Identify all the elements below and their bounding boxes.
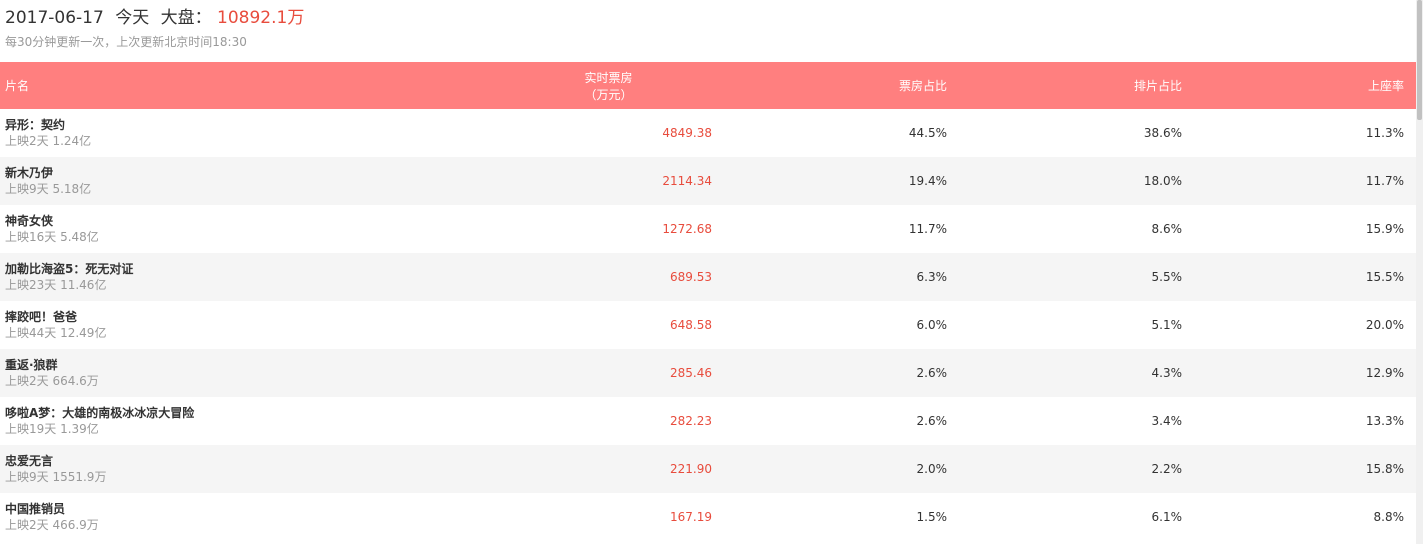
box-office-value: 221.90 [670, 462, 712, 476]
box-office-value: 2114.34 [662, 174, 712, 188]
movie-meta: 上映9天 5.18亿 [5, 182, 92, 196]
show-share-value: 8.6% [1151, 222, 1183, 236]
show-share-value: 38.6% [1143, 126, 1182, 140]
table-row[interactable]: 加勒比海盗5：死无对证 上映23天 11.46亿 689.53 6.3% 5.5… [0, 253, 1416, 301]
update-note: 每30分钟更新一次，上次更新北京时间18:30 [5, 35, 247, 49]
seat-rate-value: 11.3% [1365, 126, 1404, 140]
show-share-value: 18.0% [1143, 174, 1182, 188]
movie-name[interactable]: 神奇女侠 [5, 214, 54, 228]
movie-cell: 加勒比海盗5：死无对证 上映23天 11.46亿 [0, 253, 500, 301]
column-header-box-office[interactable]: 实时票房 （万元） [500, 62, 724, 109]
show-share-value: 5.5% [1151, 270, 1183, 284]
movie-cell: 忠爱无言 上映9天 1551.9万 [0, 445, 500, 493]
box-office-value: 282.23 [670, 414, 712, 428]
table-row[interactable]: 摔跤吧！爸爸 上映44天 12.49亿 648.58 6.0% 5.1% 20.… [0, 301, 1416, 349]
seat-rate-value: 15.5% [1365, 270, 1404, 284]
box-share-value: 19.4% [908, 174, 947, 188]
movie-cell: 异形：契约 上映2天 1.24亿 [0, 109, 500, 157]
table-row[interactable]: 忠爱无言 上映9天 1551.9万 221.90 2.0% 2.2% 15.8% [0, 445, 1416, 493]
movie-cell: 神奇女侠 上映16天 5.48亿 [0, 205, 500, 253]
table-row[interactable]: 中国推销员 上映2天 466.9万 167.19 1.5% 6.1% 8.8% [0, 493, 1416, 541]
box-office-table: 片名 实时票房 （万元） 票房占比 排片占比 上座率 异形：契约 上映2天 1.… [0, 62, 1416, 541]
seat-rate-value: 15.9% [1365, 222, 1404, 236]
table-row[interactable]: 神奇女侠 上映16天 5.48亿 1272.68 11.7% 8.6% 15.9… [0, 205, 1416, 253]
table-row[interactable]: 重返·狼群 上映2天 664.6万 285.46 2.6% 4.3% 12.9% [0, 349, 1416, 397]
table-row[interactable]: 异形：契约 上映2天 1.24亿 4849.38 44.5% 38.6% 11.… [0, 109, 1416, 157]
movie-meta: 上映44天 12.49亿 [5, 326, 107, 340]
column-header-box-share[interactable]: 票房占比 [898, 79, 947, 93]
table-row[interactable]: 哆啦A梦：大雄的南极冰冰凉大冒险 上映19天 1.39亿 282.23 2.6%… [0, 397, 1416, 445]
box-share-value: 11.7% [908, 222, 947, 236]
box-share-value: 2.0% [916, 462, 948, 476]
show-share-value: 6.1% [1151, 510, 1183, 524]
box-office-value: 648.58 [670, 318, 712, 332]
box-share-value: 2.6% [916, 414, 948, 428]
movie-meta: 上映19天 1.39亿 [5, 422, 99, 436]
movie-meta: 上映23天 11.46亿 [5, 278, 107, 292]
box-office-value: 689.53 [670, 270, 712, 284]
show-share-value: 2.2% [1151, 462, 1183, 476]
movie-name[interactable]: 中国推销员 [5, 502, 66, 516]
movie-name[interactable]: 异形：契约 [5, 118, 66, 132]
movie-meta: 上映2天 664.6万 [5, 374, 99, 388]
movie-meta: 上映2天 1.24亿 [5, 134, 92, 148]
column-header-name[interactable]: 片名 [5, 79, 30, 93]
box-share-value: 2.6% [916, 366, 948, 380]
title-market-label: 大盘： [160, 8, 212, 28]
movie-meta: 上映16天 5.48亿 [5, 230, 99, 244]
box-office-value: 1272.68 [662, 222, 712, 236]
seat-rate-value: 20.0% [1365, 318, 1404, 332]
show-share-value: 4.3% [1151, 366, 1183, 380]
seat-rate-value: 15.8% [1365, 462, 1404, 476]
table-row[interactable]: 新木乃伊 上映9天 5.18亿 2114.34 19.4% 18.0% 11.7… [0, 157, 1416, 205]
seat-rate-value: 12.9% [1365, 366, 1404, 380]
box-share-value: 1.5% [916, 510, 948, 524]
seat-rate-value: 11.7% [1365, 174, 1404, 188]
show-share-value: 5.1% [1151, 318, 1183, 332]
seat-rate-value: 8.8% [1373, 510, 1405, 524]
movie-name[interactable]: 加勒比海盗5：死无对证 [5, 262, 134, 276]
title-date: 2017-06-17 [5, 8, 104, 28]
movie-name[interactable]: 重返·狼群 [5, 358, 58, 372]
box-office-value: 285.46 [670, 366, 712, 380]
box-share-value: 6.0% [916, 318, 948, 332]
box-share-value: 44.5% [908, 126, 947, 140]
vertical-scrollbar[interactable] [1416, 0, 1423, 544]
box-header-line2: （万元） [584, 87, 633, 102]
box-header-line1: 实时票房 [584, 70, 633, 85]
box-office-value: 167.19 [670, 510, 712, 524]
movie-cell: 重返·狼群 上映2天 664.6万 [0, 349, 500, 397]
scrollbar-thumb[interactable] [1417, 0, 1422, 120]
column-header-show-share[interactable]: 排片占比 [1133, 79, 1182, 93]
movie-cell: 摔跤吧！爸爸 上映44天 12.49亿 [0, 301, 500, 349]
movie-meta: 上映2天 466.9万 [5, 518, 99, 532]
movie-meta: 上映9天 1551.9万 [5, 470, 107, 484]
movie-name[interactable]: 忠爱无言 [5, 454, 54, 468]
show-share-value: 3.4% [1151, 414, 1183, 428]
movie-name[interactable]: 新木乃伊 [5, 166, 54, 180]
movie-name[interactable]: 哆啦A梦：大雄的南极冰冰凉大冒险 [5, 406, 195, 420]
title-day: 今天 [115, 8, 150, 28]
seat-rate-value: 13.3% [1365, 414, 1404, 428]
movie-cell: 哆啦A梦：大雄的南极冰冰凉大冒险 上映19天 1.39亿 [0, 397, 500, 445]
movie-cell: 新木乃伊 上映9天 5.18亿 [0, 157, 500, 205]
page-title: 2017-06-17 今天 大盘： 10892.1万 [5, 3, 304, 28]
table-header-row: 片名 实时票房 （万元） 票房占比 排片占比 上座率 [0, 62, 1416, 109]
column-header-seat-rate[interactable]: 上座率 [1367, 79, 1404, 93]
movie-cell: 中国推销员 上映2天 466.9万 [0, 493, 500, 541]
page-header: 2017-06-17 今天 大盘： 10892.1万 每30分钟更新一次，上次更… [0, 0, 1416, 62]
total-box-office: 10892.1万 [217, 8, 305, 28]
box-share-value: 6.3% [916, 270, 948, 284]
movie-name[interactable]: 摔跤吧！爸爸 [5, 310, 78, 324]
box-office-value: 4849.38 [662, 126, 712, 140]
